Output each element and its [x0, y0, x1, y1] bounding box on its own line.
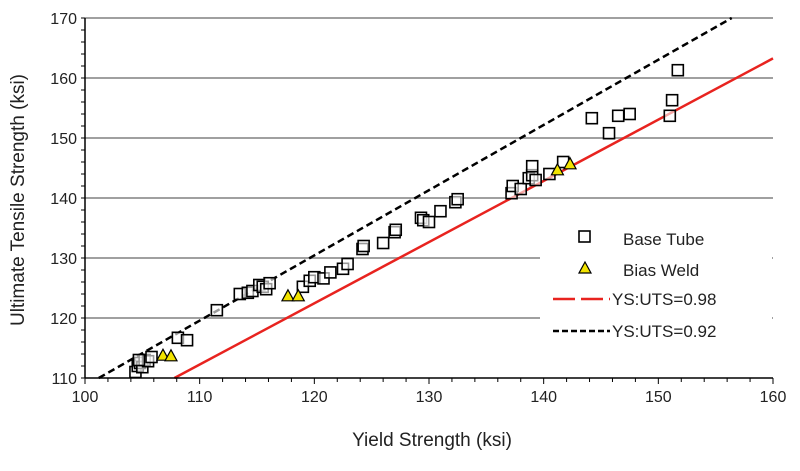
- bias-weld-point: [550, 162, 565, 176]
- y-tick-label: 160: [50, 71, 77, 88]
- base-tube-point: [422, 215, 436, 229]
- base-tube-point: [602, 126, 616, 140]
- y-tick-label: 120: [50, 311, 77, 328]
- x-tick-label: 160: [760, 389, 787, 406]
- y-tick-label: 140: [50, 191, 77, 208]
- bias-weld-point: [163, 348, 179, 362]
- base-tube-point: [663, 109, 677, 123]
- legend-label-bias-weld: Bias Weld: [623, 261, 699, 280]
- base-tube-point: [451, 192, 464, 206]
- legend-marker-base-tube: [578, 230, 591, 243]
- y-tick-label: 150: [50, 131, 77, 148]
- base-tube-point: [529, 173, 542, 187]
- base-tube-point: [623, 107, 636, 121]
- bias-weld-point: [563, 156, 578, 170]
- data-points: [129, 63, 685, 379]
- ratio-line-ys-uts-0-92: [98, 16, 733, 380]
- base-tube-point: [341, 257, 354, 271]
- base-tube-point: [263, 276, 276, 290]
- y-tick-label: 130: [50, 251, 77, 268]
- base-tube-point: [132, 353, 146, 367]
- bias-weld-point: [291, 288, 306, 302]
- base-tube-point: [210, 303, 224, 317]
- x-tick-label: 130: [416, 389, 443, 406]
- base-tube-point: [611, 109, 625, 123]
- base-tube-point: [671, 63, 685, 77]
- base-tube-point: [145, 350, 158, 364]
- legend-label-base-tube: Base Tube: [623, 230, 704, 249]
- legend: Base Tube Bias Weld YS:UTS=0.98 YS:UTS=0…: [540, 222, 772, 346]
- bias-weld-point: [155, 347, 170, 361]
- legend-marker-bias-weld: [577, 260, 593, 274]
- base-tube-point: [434, 204, 447, 218]
- base-tube-point: [514, 182, 528, 196]
- base-tube-point: [389, 223, 403, 237]
- x-tick-label: 110: [187, 389, 213, 406]
- base-tube-point: [376, 236, 390, 250]
- x-tick-label: 120: [301, 389, 328, 406]
- legend-label-098: YS:UTS=0.98: [612, 290, 716, 309]
- y-tick-label: 110: [51, 371, 77, 388]
- legend-label-092: YS:UTS=0.92: [612, 322, 716, 341]
- base-tube-point: [324, 266, 337, 279]
- base-tube-point: [525, 159, 539, 173]
- bias-weld-point: [280, 288, 295, 302]
- base-tube-point: [585, 111, 599, 125]
- base-tube-point: [665, 93, 679, 107]
- x-tick-label: 100: [72, 389, 99, 406]
- x-tick-label: 150: [645, 389, 672, 406]
- y-axis-label: Ultimate Tensile Strength (ksi): [8, 74, 29, 326]
- base-tube-point: [180, 333, 194, 347]
- base-tube-point: [357, 239, 370, 253]
- x-tick-label: 140: [530, 389, 557, 406]
- x-axis-label: Yield Strength (ksi): [352, 430, 512, 451]
- y-tick-label: 170: [50, 11, 77, 28]
